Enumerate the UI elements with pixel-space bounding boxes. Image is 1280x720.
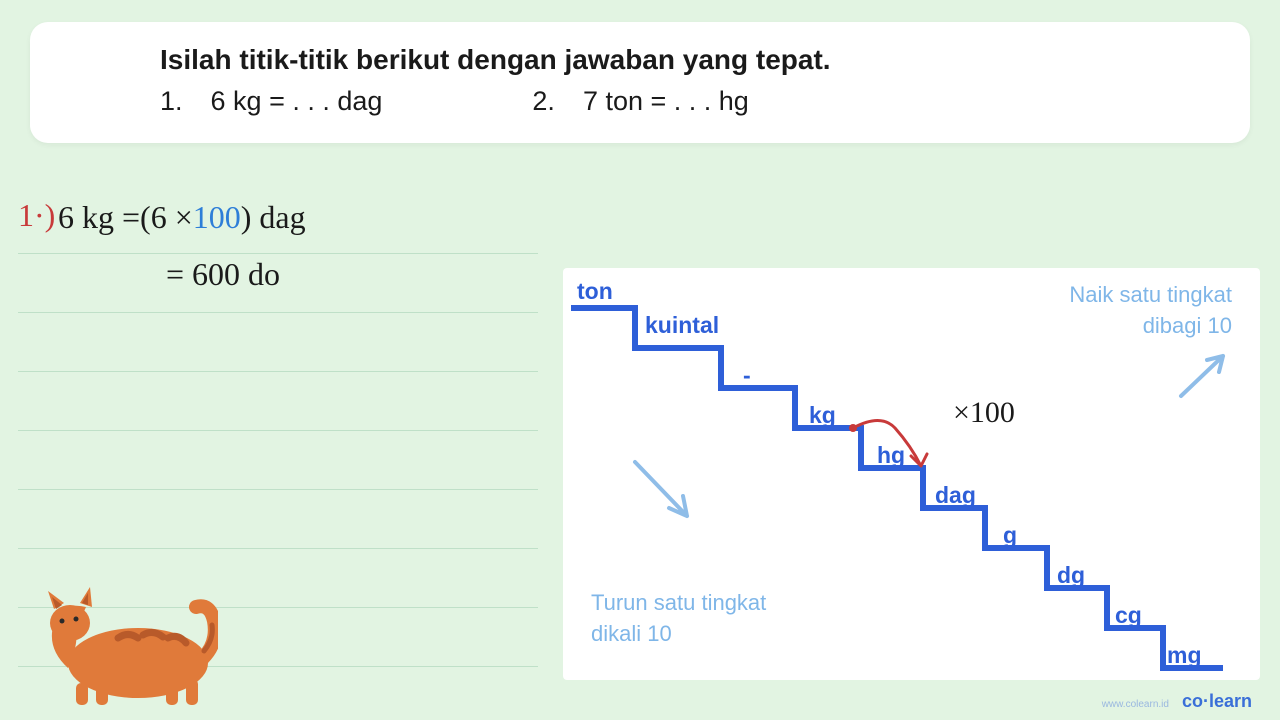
note-line (18, 313, 538, 372)
hand-line1-num: 1·) (18, 197, 55, 234)
info-up: Naik satu tingkat dibagi 10 (1069, 280, 1232, 342)
stair-step-kg: kg (809, 402, 836, 429)
arrow-down (635, 462, 687, 516)
info-down: Turun satu tingkat dikali 10 (591, 588, 766, 650)
hand-line1-b: ) dag (241, 199, 306, 235)
q2-text: 7 ton = . . . hg (583, 86, 749, 117)
q1-num: 1. (160, 86, 183, 117)
info-up-l1: Naik satu tingkat (1069, 280, 1232, 311)
stair-step-dag: dag (935, 482, 976, 509)
stair-step-hg: hg (877, 442, 905, 469)
cat-illustration (18, 553, 218, 708)
stair-step-mg: mg (1167, 642, 1202, 669)
question-title: Isilah titik-titik berikut dengan jawaba… (160, 44, 1120, 76)
arrow-up (1181, 356, 1223, 396)
question-card: Isilah titik-titik berikut dengan jawaba… (30, 22, 1250, 143)
q1-text: 6 kg = . . . dag (211, 86, 383, 117)
stair-step-cg: cg (1115, 602, 1142, 629)
stair-step-kuintal: kuintal (645, 312, 719, 339)
note-line: 1·) 6 kg =(6 ×100) dag (18, 195, 538, 254)
stair-step--: - (743, 362, 751, 389)
brand-url: www.colearn.id (1102, 699, 1169, 710)
info-up-l2: dibagi 10 (1069, 311, 1232, 342)
question-item-1: 1. 6 kg = . . . dag (160, 86, 382, 117)
q2-num: 2. (532, 86, 555, 117)
brand: www.colearn.id co·learn (1102, 691, 1252, 712)
note-line (18, 490, 538, 549)
note-line: = 600 do (18, 254, 538, 313)
note-line (18, 431, 538, 490)
note-line (18, 372, 538, 431)
question-row: 1. 6 kg = . . . dag 2. 7 ton = . . . hg (160, 86, 1120, 117)
info-down-l2: dikali 10 (591, 619, 766, 650)
stair-step-ton: ton (577, 278, 613, 305)
stair-step-g: g (1003, 522, 1017, 549)
hand-line1-hl: 100 (193, 199, 241, 235)
staircase-card: ton kuintal- kg hg dagg dg cgmg ×100 Naik satu… (563, 268, 1260, 680)
stair-step-dg: dg (1057, 562, 1085, 589)
question-item-2: 2. 7 ton = . . . hg (532, 86, 748, 117)
hand-line2: = 600 do (166, 256, 280, 293)
brand-name: co·learn (1182, 691, 1252, 711)
info-down-l1: Turun satu tingkat (591, 588, 766, 619)
hand-line1-a-t: 6 kg =(6 × (58, 199, 193, 235)
hand-x100: ×100 (953, 396, 1015, 430)
hand-line1-a: 6 kg =(6 ×100) dag (58, 199, 306, 236)
